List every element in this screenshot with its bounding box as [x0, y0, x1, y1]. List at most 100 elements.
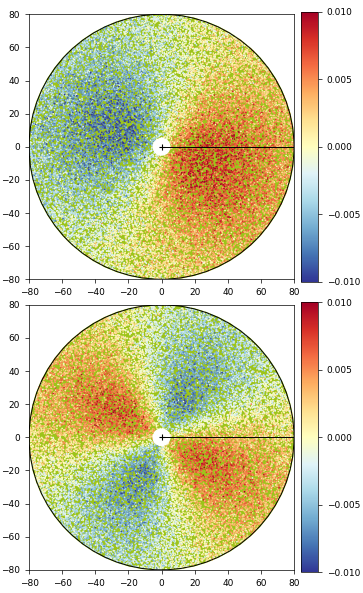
Point: [102, 369, 108, 379]
Point: [118, 57, 124, 66]
Point: [214, 243, 220, 252]
Point: [177, 544, 183, 553]
Point: [74, 431, 80, 441]
Point: [232, 192, 237, 202]
Point: [229, 134, 234, 144]
Point: [146, 34, 151, 44]
Point: [207, 380, 213, 390]
Point: [60, 211, 66, 220]
Point: [77, 420, 83, 430]
Point: [270, 431, 276, 441]
Point: [213, 442, 219, 452]
Point: [165, 257, 171, 266]
Point: [110, 516, 115, 525]
Point: [77, 352, 83, 361]
Point: [92, 39, 98, 48]
Point: [211, 256, 217, 266]
Point: [123, 259, 129, 268]
Point: [126, 440, 131, 449]
Point: [116, 428, 122, 438]
Point: [129, 489, 135, 499]
Point: [145, 42, 151, 51]
Point: [62, 385, 68, 395]
Point: [67, 451, 73, 461]
Point: [159, 524, 165, 534]
Point: [287, 418, 293, 428]
Point: [197, 62, 203, 71]
Point: [214, 439, 220, 449]
Point: [113, 104, 119, 114]
Point: [203, 227, 209, 236]
Point: [212, 245, 217, 254]
Point: [156, 444, 162, 454]
Point: [199, 361, 204, 371]
Point: [71, 469, 77, 479]
Point: [160, 156, 166, 165]
Point: [130, 426, 135, 436]
Point: [249, 60, 255, 70]
Point: [161, 266, 167, 276]
Point: [38, 145, 44, 155]
Point: [148, 354, 154, 364]
Point: [268, 110, 274, 120]
Point: [154, 535, 160, 545]
Point: [82, 409, 88, 418]
Point: [118, 499, 123, 509]
Point: [168, 198, 174, 208]
Point: [225, 435, 231, 445]
Point: [49, 466, 54, 475]
Point: [203, 517, 209, 527]
Point: [168, 551, 174, 560]
Point: [200, 121, 205, 130]
Point: [181, 365, 187, 375]
Point: [216, 132, 222, 142]
Point: [122, 397, 127, 407]
Point: [176, 495, 182, 504]
Point: [174, 15, 180, 24]
Point: [212, 179, 217, 189]
Point: [130, 556, 136, 565]
Point: [73, 145, 79, 155]
Point: [214, 225, 220, 235]
Point: [42, 493, 48, 503]
Point: [41, 154, 47, 164]
Point: [29, 146, 34, 155]
Point: [143, 460, 149, 470]
Point: [128, 42, 134, 51]
Point: [49, 79, 55, 88]
Point: [205, 254, 211, 264]
Point: [30, 171, 36, 180]
Point: [178, 148, 183, 158]
Point: [203, 376, 209, 385]
Point: [238, 200, 244, 209]
Point: [64, 458, 70, 468]
Point: [230, 137, 236, 146]
Point: [153, 329, 159, 339]
Point: [138, 458, 144, 468]
Point: [281, 160, 287, 169]
Point: [26, 148, 32, 157]
Point: [173, 550, 179, 560]
Point: [198, 249, 204, 259]
Point: [180, 244, 186, 254]
Point: [225, 442, 231, 452]
Point: [243, 526, 249, 535]
Point: [253, 418, 259, 428]
Point: [211, 24, 217, 33]
Point: [91, 387, 97, 397]
Point: [227, 161, 232, 171]
Point: [198, 141, 204, 150]
Point: [174, 337, 180, 346]
Point: [144, 526, 150, 535]
Point: [146, 463, 151, 473]
Point: [198, 247, 204, 256]
Point: [240, 122, 246, 131]
Point: [109, 452, 115, 461]
Point: [171, 397, 177, 406]
Point: [221, 446, 227, 455]
Point: [193, 471, 199, 481]
Point: [124, 456, 130, 466]
Point: [217, 205, 223, 214]
Point: [52, 441, 57, 451]
Point: [125, 162, 131, 172]
